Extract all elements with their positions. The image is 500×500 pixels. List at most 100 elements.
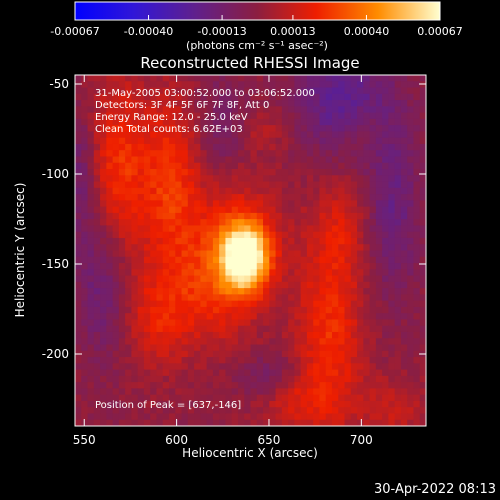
heatmap-cell bbox=[150, 369, 158, 377]
heatmap-cell bbox=[212, 125, 220, 133]
y-axis-tick-label: -100 bbox=[42, 167, 69, 181]
heatmap-cell bbox=[400, 162, 408, 170]
heatmap-cell bbox=[212, 137, 220, 145]
heatmap-cell bbox=[194, 81, 201, 89]
heatmap-cell bbox=[87, 419, 95, 426]
heatmap-cell bbox=[300, 419, 308, 426]
colorbar-gradient bbox=[74, 1, 441, 21]
heatmap-cell bbox=[407, 400, 415, 408]
heatmap-cell bbox=[200, 388, 208, 396]
heatmap-cell bbox=[400, 250, 408, 258]
heatmap-cell bbox=[100, 269, 107, 277]
heatmap-cell bbox=[306, 269, 314, 277]
heatmap-cell bbox=[200, 219, 208, 227]
heatmap-cell bbox=[137, 143, 145, 151]
heatmap-cell bbox=[225, 200, 233, 208]
heatmap-cell bbox=[331, 263, 339, 270]
heatmap-cell bbox=[319, 407, 327, 415]
heatmap-cell bbox=[194, 175, 201, 183]
heatmap-cell bbox=[200, 93, 208, 101]
heatmap-cell bbox=[181, 93, 189, 101]
heatmap-cell bbox=[382, 150, 389, 158]
heatmap-cell bbox=[125, 93, 133, 101]
heatmap-cell bbox=[319, 131, 327, 139]
heatmap-cell bbox=[150, 194, 158, 201]
heatmap-cell bbox=[331, 375, 339, 383]
heatmap-cell bbox=[313, 375, 321, 383]
heatmap-cell bbox=[112, 388, 120, 396]
heatmap-cell bbox=[275, 357, 283, 364]
heatmap-cell bbox=[118, 388, 126, 396]
heatmap-cell bbox=[313, 137, 321, 145]
heatmap-cell bbox=[187, 106, 195, 114]
heatmap-cell bbox=[75, 219, 82, 227]
heatmap-cell bbox=[275, 187, 283, 195]
heatmap-cell bbox=[344, 219, 352, 227]
heatmap-cell bbox=[75, 357, 82, 364]
heatmap-cell bbox=[237, 413, 245, 421]
heatmap-cell bbox=[137, 313, 145, 321]
heatmap-cell bbox=[350, 75, 358, 82]
heatmap-cell bbox=[237, 87, 245, 95]
heatmap-cell bbox=[131, 357, 139, 364]
heatmap-cell bbox=[338, 338, 346, 346]
heatmap-cell bbox=[200, 175, 208, 183]
heatmap-cell bbox=[118, 100, 126, 107]
heatmap-cell bbox=[344, 156, 352, 164]
heatmap-cell bbox=[275, 319, 283, 327]
heatmap-cell bbox=[294, 125, 302, 133]
heatmap-cell bbox=[394, 331, 402, 339]
heatmap-cell bbox=[269, 325, 277, 333]
heatmap-cell bbox=[306, 212, 314, 220]
heatmap-cell bbox=[81, 388, 89, 396]
heatmap-cell bbox=[244, 181, 252, 189]
heatmap-cell bbox=[388, 375, 396, 383]
heatmap-cell bbox=[112, 288, 120, 295]
heatmap-cell bbox=[269, 100, 277, 107]
heatmap-cell bbox=[200, 81, 208, 89]
heatmap-cell bbox=[106, 344, 114, 352]
heatmap-cell bbox=[400, 407, 408, 415]
heatmap-cell bbox=[187, 93, 195, 101]
heatmap-cell bbox=[256, 413, 264, 421]
heatmap-cell bbox=[269, 331, 277, 339]
heatmap-cell bbox=[382, 319, 389, 327]
heatmap-cell bbox=[306, 275, 314, 283]
heatmap-cell bbox=[200, 206, 208, 214]
heatmap-cell bbox=[407, 169, 415, 176]
heatmap-cell bbox=[388, 388, 396, 396]
heatmap-cell bbox=[106, 87, 114, 95]
heatmap-cell bbox=[388, 231, 396, 239]
heatmap-cell bbox=[206, 181, 214, 189]
heatmap-cell bbox=[288, 100, 295, 107]
heatmap-cell bbox=[244, 206, 252, 214]
heatmap-cell bbox=[143, 87, 151, 95]
heatmap-cell bbox=[125, 250, 133, 258]
heatmap-cell bbox=[394, 156, 402, 164]
heatmap-cell bbox=[288, 81, 295, 89]
heatmap-cell bbox=[363, 294, 371, 302]
heatmap-cell bbox=[150, 100, 158, 107]
heatmap-cell bbox=[225, 325, 233, 333]
heatmap-cell bbox=[313, 87, 321, 95]
heatmap-cell bbox=[288, 419, 295, 426]
heatmap-cell bbox=[212, 131, 220, 139]
heatmap-cell bbox=[187, 206, 195, 214]
heatmap-cell bbox=[407, 187, 415, 195]
heatmap-cell bbox=[143, 225, 151, 233]
heatmap-cell bbox=[125, 319, 133, 327]
heatmap-cell bbox=[388, 194, 396, 201]
heatmap-cell bbox=[382, 400, 389, 408]
heatmap-cell bbox=[156, 125, 164, 133]
heatmap-cell bbox=[275, 75, 283, 82]
heatmap-cell bbox=[350, 93, 358, 101]
heatmap-cell bbox=[306, 194, 314, 201]
heatmap-cell bbox=[382, 106, 389, 114]
heatmap-cell bbox=[388, 250, 396, 258]
heatmap-cell bbox=[200, 112, 208, 120]
heatmap-cell bbox=[169, 219, 176, 227]
heatmap-cell bbox=[382, 219, 389, 227]
heatmap-cell bbox=[300, 357, 308, 364]
heatmap-cell bbox=[162, 300, 170, 308]
heatmap-cell bbox=[125, 344, 133, 352]
